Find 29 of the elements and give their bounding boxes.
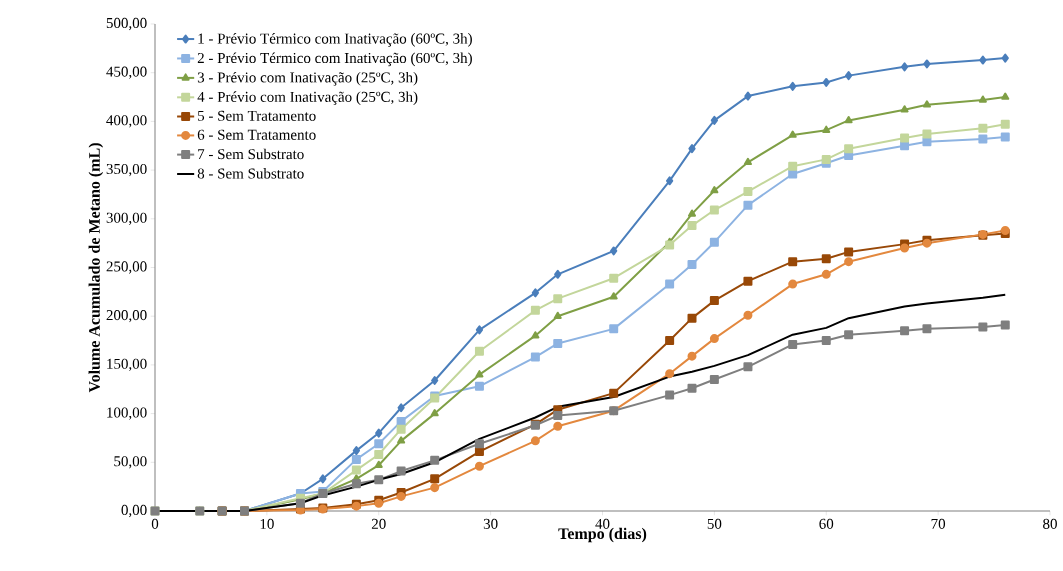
x-tick-label: 0 bbox=[151, 518, 159, 529]
x-tick-label: 70 bbox=[931, 518, 946, 529]
y-tick-label: 500,00 bbox=[106, 17, 147, 31]
y-tick-label: 100,00 bbox=[107, 407, 147, 420]
legend-label: 1 - Prévio Térmico com Inativação (60ºC, 3h) bbox=[198, 33, 472, 47]
legend-label: 5 - Sem Tratamento bbox=[198, 110, 316, 121]
x-tick-label: 30 bbox=[483, 518, 498, 529]
x-tick-label: 50 bbox=[707, 518, 722, 529]
legend-label: 6 - Sem Tratamento bbox=[197, 129, 316, 140]
y-tick-label: 0,00 bbox=[121, 504, 147, 518]
y-tick-label: 450,00 bbox=[106, 66, 147, 79]
y-axis-title: Volume Acumulado de Metano (mL) bbox=[88, 143, 104, 393]
legend-label: 8 - Sem Substrato bbox=[197, 168, 304, 179]
legend-label: 7 - Sem Substrato bbox=[198, 148, 304, 160]
x-tick-label: 40 bbox=[595, 518, 610, 529]
y-tick-label: 50,00 bbox=[114, 456, 147, 469]
y-tick-label: 350,00 bbox=[106, 163, 147, 177]
y-tick-label: 200,00 bbox=[106, 310, 147, 323]
y-tick-label: 300,00 bbox=[106, 212, 147, 225]
x-tick-label: 20 bbox=[371, 518, 386, 529]
y-tick-label: 150,00 bbox=[107, 358, 147, 372]
legend-label: 4 - Prévio com Inativação (25ºC, 3h) bbox=[197, 91, 418, 105]
x-tick-label: 10 bbox=[260, 518, 274, 529]
legend-label: 2 - Prévio Térmico com Inativação (60ºC, 3h) bbox=[197, 52, 472, 67]
y-tick-label: 250,00 bbox=[106, 261, 147, 274]
legend-label: 3 - Prévio com Inativação (25ºC, 3h) bbox=[197, 71, 418, 86]
y-tick-label: 400,00 bbox=[106, 115, 147, 128]
x-tick-label: 80 bbox=[1043, 518, 1057, 529]
x-tick-label: 60 bbox=[819, 518, 834, 529]
